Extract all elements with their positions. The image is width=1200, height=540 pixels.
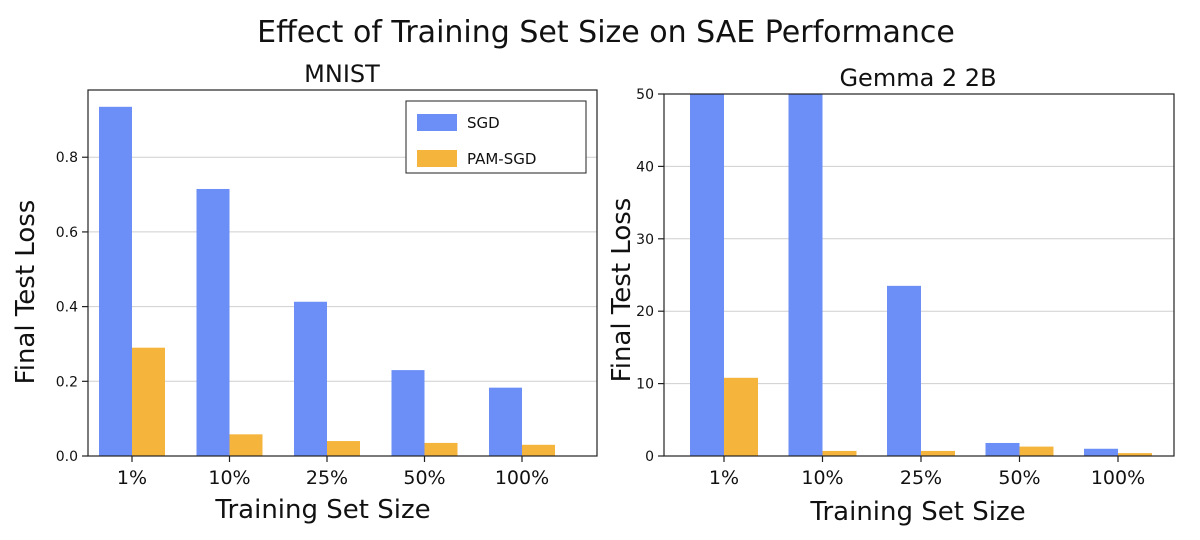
gemma-plot-frame [663,93,1175,457]
legend-label-sgd: SGD [467,114,500,132]
mnist-bar-sgd-25pct [294,301,327,456]
mnist-y-axis-label: Final Test Loss [11,200,41,385]
gemma-y-axis-label: Final Test Loss [607,198,637,383]
gemma-bar-sgd-25pct [887,285,921,456]
gemma-bar-pam-sgd-10pct [822,450,857,456]
gemma-bar-sgd-10pct [788,94,823,456]
mnist-bar-pam-sgd-100pct [522,444,555,456]
gemma-bar-pam-sgd-1pct [724,377,758,456]
gemma-x-tick-label: 10% [801,467,843,489]
mnist-x-tick-label: 50% [403,467,445,489]
legend-label-pam-sgd: PAM-SGD [467,150,536,168]
gemma-y-tick-label: 30 [636,232,654,248]
gemma-panel: 0 10 20 30 40 50 1% 10% 25% 50% 100% Gemma 2 2B Tr… [607,64,1175,527]
mnist-bar-sgd-10pct [196,188,230,456]
mnist-y-tick-label: 0.0 [56,449,78,465]
gemma-x-tick-label: 50% [998,467,1040,489]
mnist-bar-sgd-100pct [489,387,522,456]
legend-swatch-sgd [417,114,457,131]
gemma-y-tick-label: 40 [636,159,654,175]
gemma-bar-pam-sgd-100pct [1118,453,1152,456]
gemma-x-tick-label: 25% [900,467,942,489]
gemma-bar-pam-sgd-50pct [1019,446,1054,456]
mnist-bar-sgd-1pct [99,106,132,456]
gemma-y-tick-label: 10 [636,377,654,393]
gemma-bar-sgd-1pct [690,94,724,456]
mnist-y-tick-label: 0.8 [56,150,78,166]
legend-swatch-pam-sgd [417,150,457,167]
mnist-bar-pam-sgd-1pct [132,347,165,456]
mnist-y-tick-label: 0.6 [56,225,78,241]
gemma-bar-pam-sgd-25pct [921,450,955,456]
mnist-x-tick-label: 1% [117,467,147,489]
mnist-y-tick-label: 0.4 [56,300,78,316]
gemma-x-axis-label: Training Set Size [809,497,1025,527]
mnist-plot-frame [87,89,598,457]
mnist-bar-pam-sgd-10pct [229,434,263,456]
mnist-bar-pam-sgd-25pct [327,441,360,456]
gemma-y-tick-label: 0 [645,449,654,465]
gemma-y-tick-label: 50 [636,87,654,103]
gemma-panel-title: Gemma 2 2B [839,64,996,92]
mnist-x-tick-label: 100% [495,467,549,489]
gemma-x-tick-label: 100% [1091,467,1145,489]
mnist-legend: SGD PAM-SGD [405,100,587,174]
gemma-bar-sgd-50pct [985,442,1020,456]
gemma-x-tick-label: 1% [709,467,739,489]
mnist-x-axis-label: Training Set Size [214,495,430,525]
figure-title: Effect of Training Set Size on SAE Perfo… [257,15,955,50]
mnist-panel-title: MNIST [304,60,380,88]
mnist-y-tick-label: 0.2 [56,374,78,390]
gemma-bar-sgd-100pct [1084,448,1118,456]
mnist-bar-pam-sgd-50pct [424,442,458,456]
gemma-y-tick-label: 20 [636,304,654,320]
mnist-panel: 0.0 0.2 0.4 0.6 0.8 1% 10% 25% 50% 100% MNIST Tra… [11,60,598,525]
mnist-x-tick-label: 25% [306,467,348,489]
mnist-x-tick-label: 10% [208,467,250,489]
mnist-bar-sgd-50pct [391,370,425,456]
